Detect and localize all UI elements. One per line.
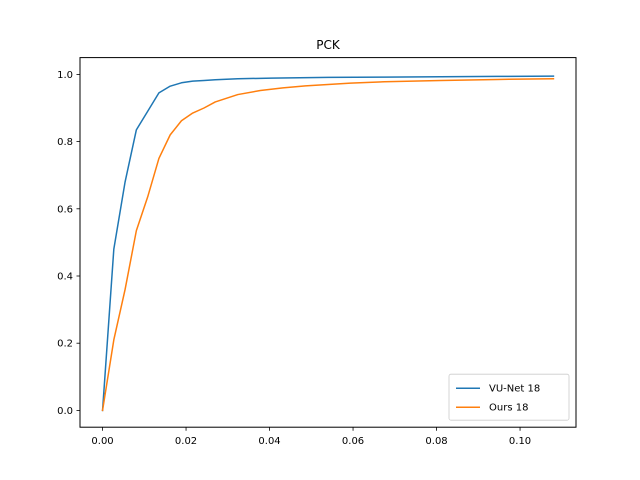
- x-tick-label: 0.02: [175, 436, 197, 447]
- y-tick-label: 1.0: [57, 70, 73, 81]
- x-tick-label: 0.06: [342, 436, 364, 447]
- x-tick-label: 0.04: [258, 436, 280, 447]
- x-axis: 0.00 0.02 0.04 0.06 0.08 0.10: [91, 427, 531, 447]
- x-tick-label: 0.00: [91, 436, 113, 447]
- x-tick-label: 0.08: [425, 436, 447, 447]
- y-tick-label: 0.2: [57, 339, 73, 350]
- legend-label-0: VU-Net 18: [489, 384, 540, 395]
- y-tick-label: 0.6: [57, 204, 73, 215]
- legend-box: [448, 373, 570, 421]
- legend: VU-Net 18 Ours 18: [448, 373, 570, 421]
- y-axis: 0.0 0.2 0.4 0.6 0.8 1.0: [57, 70, 80, 417]
- y-tick-label: 0.4: [57, 272, 73, 283]
- series-line-1: [101, 78, 555, 412]
- legend-label-1: Ours 18: [489, 403, 528, 414]
- axes-frame: [79, 57, 577, 428]
- y-tick-label: 0.0: [57, 406, 73, 417]
- series-line-0: [101, 75, 555, 412]
- y-tick-label: 0.8: [57, 137, 73, 148]
- x-tick-label: 0.10: [509, 436, 531, 447]
- chart-title: PCK: [316, 38, 341, 52]
- series-layer: [101, 75, 555, 412]
